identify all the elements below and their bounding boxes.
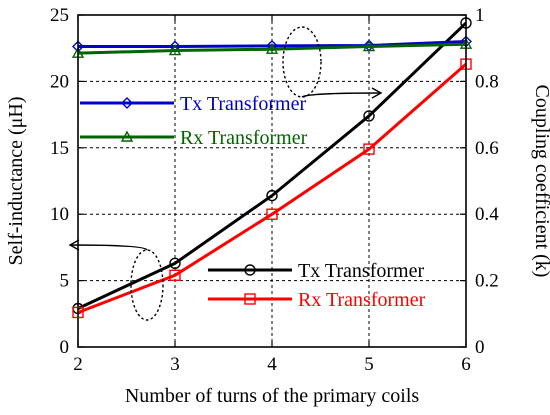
y-tick-label: 5 [60,271,70,292]
y-tick-label: 20 [50,71,69,92]
annotation-ellipse [282,26,322,98]
x-tick-label: 4 [267,354,277,375]
y2-tick-label: 0.4 [475,204,499,225]
legend-coupling: Tx Transformer Rx Transformer [80,93,308,149]
annotations [68,26,383,321]
x-tick-label: 6 [461,354,471,375]
legend-inductance: Tx Transformer Rx Transformer [208,260,426,311]
y2-axis-title: Coupling coefficient (k) [531,85,550,278]
x-axis-title: Number of turns of the primary coils [125,385,420,407]
x-tick-labels: 2 3 4 5 6 [73,354,471,375]
series-layer [71,17,473,319]
series-line [78,40,467,49]
data-point [362,40,376,52]
y-tick-labels: 0 5 10 15 20 25 [50,5,69,358]
y2-tick-label: 1 [475,5,485,26]
data-point [169,269,181,281]
data-point [363,143,375,155]
y2-tick-label: 0.2 [475,271,499,292]
y-tick-label: 15 [50,138,69,159]
data-point [363,110,375,122]
series-line [77,21,468,310]
x-tick-label: 5 [364,354,374,375]
ticks [77,14,467,348]
data-point [266,39,278,52]
series-line [77,42,467,55]
legend-marker [121,97,133,109]
annotation-arrowhead [371,87,383,99]
series-line [77,63,467,314]
x-tick-label: 2 [73,354,83,375]
data-point [266,208,278,220]
legend-marker [244,264,256,276]
legend-marker [244,293,256,305]
legend-label: Tx Transformer [298,260,424,282]
legend-swatch-marker [244,293,256,305]
data-point [266,189,278,202]
y-tick-label: 10 [50,204,69,225]
legend-label: Rx Transformer [180,127,308,149]
y2-tick-labels: 0 0.2 0.4 0.6 0.8 1 [475,5,499,358]
legend-label: Tx Transformer [180,93,306,115]
data-point [169,257,181,270]
legend-swatch-marker [244,264,256,276]
x-tick-label: 3 [170,354,180,375]
legend-marker [120,130,134,142]
y-tick-label: 25 [50,5,69,26]
legend-swatch-marker [121,97,133,109]
y-axis-title: Self-inductance (μH) [5,97,27,266]
y2-tick-label: 0.8 [475,71,499,92]
legend-swatch-marker [120,130,134,142]
annotation-arrow [69,244,148,251]
annotation-arrow [301,92,381,98]
y2-tick-label: 0 [475,337,485,358]
annotation-ellipse [130,249,164,321]
data-point [265,42,279,54]
legend-label: Rx Transformer [298,289,426,311]
y2-tick-label: 0.6 [475,138,499,159]
annotation-arrowhead [68,239,80,251]
data-point [168,44,182,56]
y-tick-label: 0 [60,337,70,358]
